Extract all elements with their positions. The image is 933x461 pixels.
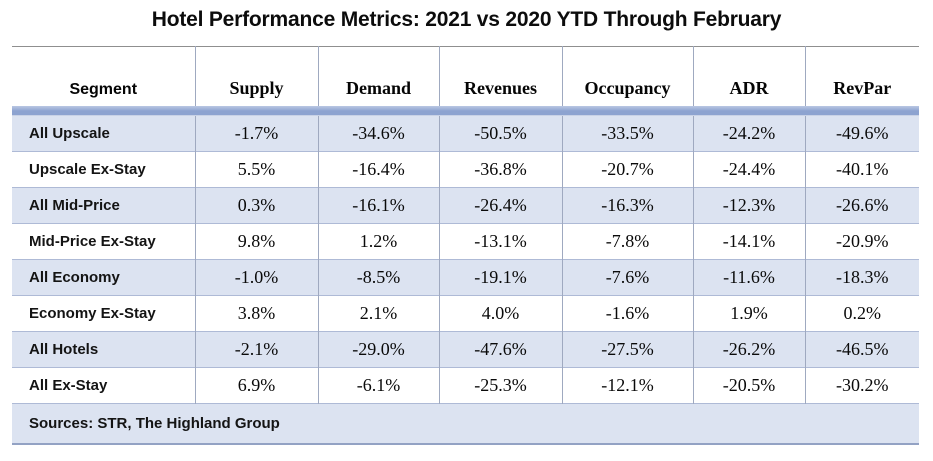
value-cell: -33.5% bbox=[561, 115, 693, 152]
table-row: Upscale Ex-Stay 5.5% -16.4% -36.8% -20.7% -24… bbox=[12, 151, 919, 188]
column-header-revpar: RevPar bbox=[804, 46, 919, 106]
segment-cell: All Ex-Stay bbox=[12, 367, 195, 404]
value-cell: -2.1% bbox=[194, 331, 318, 368]
table-row: All Upscale -1.7% -34.6% -50.5% -33.5% -24.2%… bbox=[12, 115, 919, 152]
value-cell: -7.8% bbox=[561, 223, 693, 260]
value-cell: -30.2% bbox=[804, 367, 919, 404]
segment-cell: All Hotels bbox=[12, 331, 195, 368]
column-header-occupancy: Occupancy bbox=[561, 46, 693, 106]
value-cell: -47.6% bbox=[438, 331, 562, 368]
value-cell: -8.5% bbox=[317, 259, 439, 296]
table-row: All Hotels -2.1% -29.0% -47.6% -27.5% -26.2% -… bbox=[12, 331, 919, 368]
value-cell: 0.2% bbox=[804, 295, 919, 332]
value-cell: -20.7% bbox=[561, 151, 693, 188]
header-row: Segment Supply Demand Revenues Occupancy… bbox=[12, 46, 919, 106]
value-cell: -1.0% bbox=[194, 259, 318, 296]
column-header-demand: Demand bbox=[317, 46, 439, 106]
value-cell: -11.6% bbox=[692, 259, 805, 296]
value-cell: -26.2% bbox=[692, 331, 805, 368]
value-cell: -1.7% bbox=[194, 115, 318, 152]
metrics-table: Segment Supply Demand Revenues Occupancy… bbox=[12, 46, 919, 445]
value-cell: -13.1% bbox=[438, 223, 562, 260]
value-cell: -18.3% bbox=[804, 259, 919, 296]
value-cell: -16.1% bbox=[317, 187, 439, 224]
page-title: Hotel Performance Metrics: 2021 vs 2020 … bbox=[151, 8, 782, 31]
value-cell: 6.9% bbox=[194, 367, 318, 404]
table-row: Mid-Price Ex-Stay 9.8% 1.2% -13.1% -7.8% -14.… bbox=[12, 223, 919, 260]
value-cell: -16.4% bbox=[317, 151, 439, 188]
value-cell: -19.1% bbox=[438, 259, 562, 296]
value-cell: -6.1% bbox=[317, 367, 439, 404]
segment-cell: All Economy bbox=[12, 259, 195, 296]
value-cell: -29.0% bbox=[317, 331, 439, 368]
value-cell: 5.5% bbox=[194, 151, 318, 188]
segment-cell: Mid-Price Ex-Stay bbox=[12, 223, 195, 260]
value-cell: -26.4% bbox=[438, 187, 562, 224]
value-cell: -46.5% bbox=[804, 331, 919, 368]
value-cell: -12.1% bbox=[561, 367, 693, 404]
segment-cell: Upscale Ex-Stay bbox=[12, 151, 195, 188]
value-cell: -20.5% bbox=[692, 367, 805, 404]
sources-note: Sources: STR, The Highland Group bbox=[12, 403, 919, 445]
value-cell: 3.8% bbox=[194, 295, 318, 332]
value-cell: 0.3% bbox=[194, 187, 318, 224]
header-accent-band bbox=[12, 106, 919, 116]
table-row: All Mid-Price 0.3% -16.1% -26.4% -16.3% -12.3… bbox=[12, 187, 919, 224]
value-cell: -24.4% bbox=[692, 151, 805, 188]
value-cell: -7.6% bbox=[561, 259, 693, 296]
value-cell: 9.8% bbox=[194, 223, 318, 260]
segment-cell: Economy Ex-Stay bbox=[12, 295, 195, 332]
value-cell: -24.2% bbox=[692, 115, 805, 152]
value-cell: -36.8% bbox=[438, 151, 562, 188]
value-cell: 4.0% bbox=[438, 295, 562, 332]
value-cell: -50.5% bbox=[438, 115, 562, 152]
value-cell: 2.1% bbox=[317, 295, 439, 332]
value-cell: -12.3% bbox=[692, 187, 805, 224]
column-header-revenues: Revenues bbox=[438, 46, 562, 106]
value-cell: -27.5% bbox=[561, 331, 693, 368]
column-header-supply: Supply bbox=[194, 46, 318, 106]
value-cell: -20.9% bbox=[804, 223, 919, 260]
footer-row: Sources: STR, The Highland Group bbox=[12, 403, 919, 445]
value-cell: 1.9% bbox=[692, 295, 805, 332]
value-cell: -40.1% bbox=[804, 151, 919, 188]
value-cell: -34.6% bbox=[317, 115, 439, 152]
column-header-adr: ADR bbox=[692, 46, 805, 106]
table-row: All Ex-Stay 6.9% -6.1% -25.3% -12.1% -20.5% -3… bbox=[12, 367, 919, 404]
segment-cell: All Mid-Price bbox=[12, 187, 195, 224]
value-cell: -16.3% bbox=[561, 187, 693, 224]
segment-cell: All Upscale bbox=[12, 115, 195, 152]
accent-band bbox=[12, 106, 919, 116]
column-header-segment: Segment bbox=[69, 81, 138, 98]
table-row: Economy Ex-Stay 3.8% 2.1% 4.0% -1.6% 1.9% 0.2% bbox=[12, 295, 919, 332]
value-cell: -1.6% bbox=[561, 295, 693, 332]
value-cell: -25.3% bbox=[438, 367, 562, 404]
value-cell: -49.6% bbox=[804, 115, 919, 152]
table-body: All Upscale -1.7% -34.6% -50.5% -33.5% -24.2%… bbox=[12, 115, 919, 404]
value-cell: 1.2% bbox=[317, 223, 439, 260]
value-cell: -26.6% bbox=[804, 187, 919, 224]
value-cell: -14.1% bbox=[692, 223, 805, 260]
table-row: All Economy -1.0% -8.5% -19.1% -7.6% -11.6% -1… bbox=[12, 259, 919, 296]
